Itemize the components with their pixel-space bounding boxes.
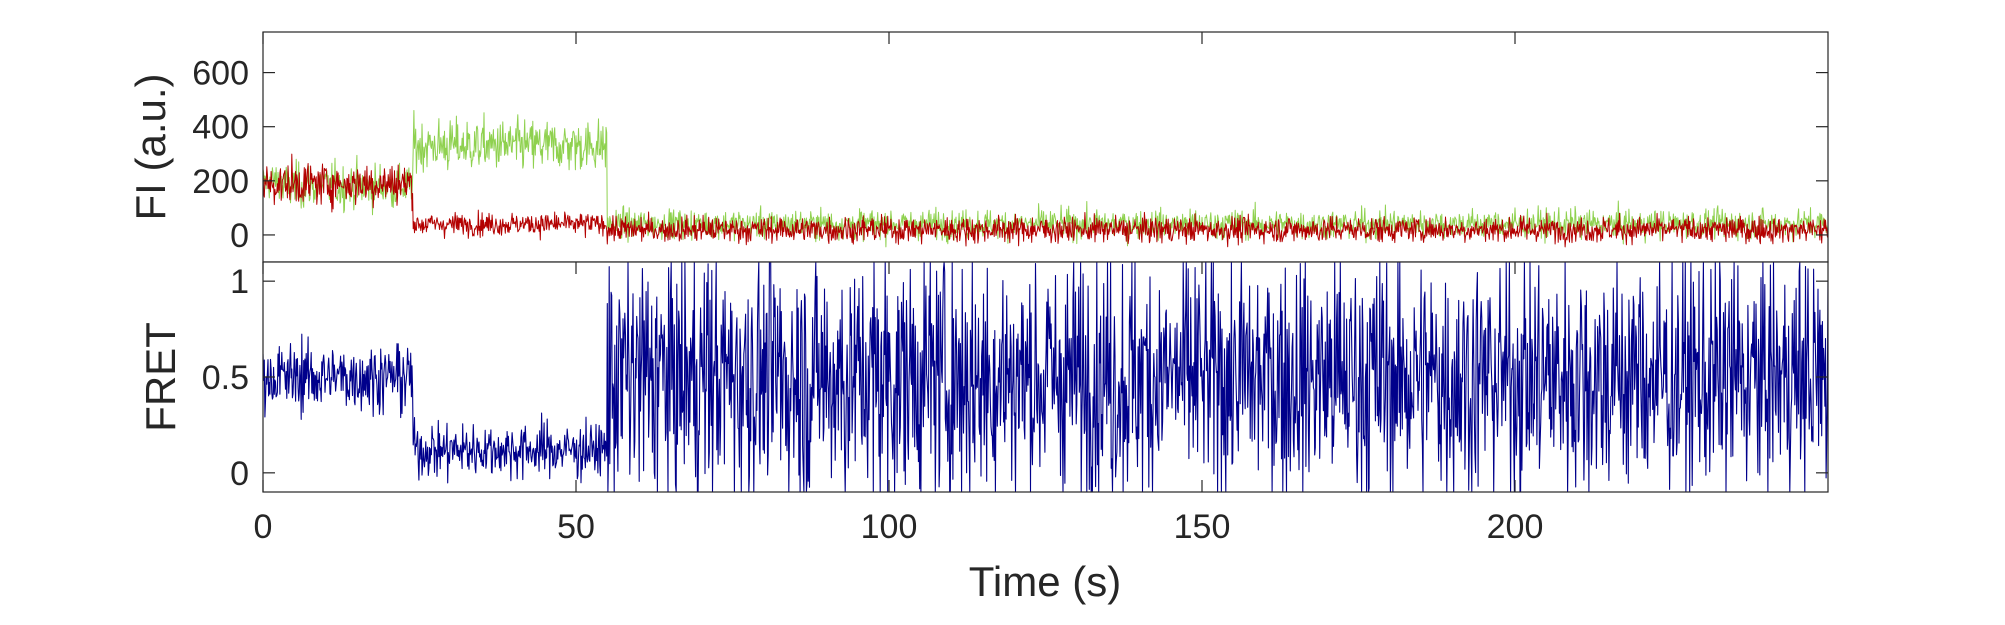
- fluorescence-y-tick-label: 400: [192, 109, 249, 147]
- fluorescence-traces: [263, 110, 1828, 248]
- time-x-tick-label: 200: [1487, 508, 1544, 546]
- fluorescence-y-tick-label: 0: [230, 217, 249, 255]
- time-x-tick-label: 50: [557, 508, 595, 546]
- time-x-tick-label: 100: [861, 508, 918, 546]
- fret-y-tick-label: 0.5: [202, 359, 249, 397]
- fret-traces: [263, 262, 1828, 492]
- fluorescence-y-tick-label: 200: [192, 163, 249, 201]
- fret-series-line-1: [263, 262, 1828, 492]
- time-x-tick-label: 0: [254, 508, 273, 546]
- fluorescence-panel: 0 200 400 600 FI (a.u.): [127, 31, 1829, 263]
- fret-y-tick-label: 0: [230, 455, 249, 493]
- fluorescence-y-ticks: 0 200 400 600: [192, 55, 1828, 255]
- fret-y-axis-label: FRET: [137, 322, 184, 432]
- fluorescence-y-tick-label: 600: [192, 55, 249, 93]
- time-x-tick-label: 150: [1174, 508, 1231, 546]
- fret-panel: 00.51 0 50 100 150 200 FRET Time (s): [137, 32, 1829, 605]
- time-x-axis-label: Time (s): [969, 558, 1121, 605]
- fret-y-tick-label: 1: [230, 263, 249, 301]
- fret-y-ticks: 00.51: [202, 263, 1828, 493]
- fluorescence-series-line-2: [263, 153, 1828, 248]
- time-x-ticks: 0 50 100 150 200: [254, 32, 1544, 546]
- fluorescence-y-axis-label: FI (a.u.): [127, 73, 174, 220]
